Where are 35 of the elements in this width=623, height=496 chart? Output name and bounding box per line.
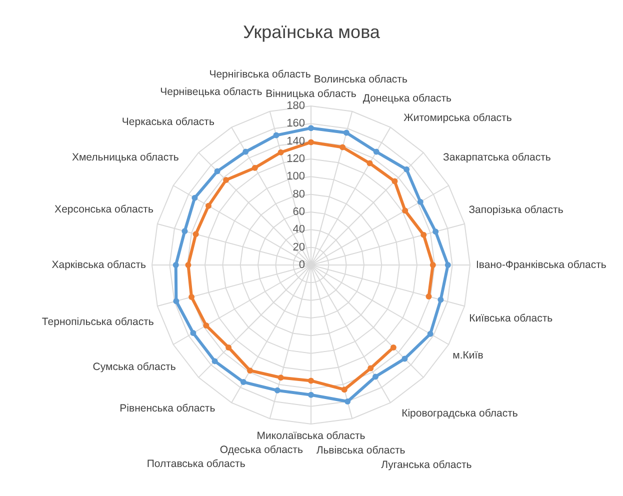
y-tick-label: 180	[286, 100, 305, 112]
spoke-label: Харківська область	[52, 258, 147, 271]
spoke-label: Хмельницька область	[72, 152, 180, 164]
spoke-label: Львівська область	[316, 444, 406, 457]
y-tick-label: 120	[286, 153, 305, 166]
spoke-label: Кіровоградська область	[402, 408, 518, 420]
spoke-label: Сумська область	[92, 360, 176, 373]
y-tick-label: 60	[292, 206, 305, 218]
spoke-label: Полтавська область	[146, 458, 246, 470]
y-tick-label: 160	[286, 118, 305, 130]
spoke-label: Рівненська область	[120, 402, 216, 414]
spoke-label: Закарпатська область	[443, 152, 552, 164]
spoke-label: Донецька область	[362, 92, 452, 104]
spoke-label: Луганська область	[381, 458, 472, 471]
spoke-label: Київська область	[469, 312, 554, 324]
spoke-label: Івано-Франківська область	[476, 258, 607, 271]
y-tick-label: 100	[286, 170, 305, 183]
chart-title: Українська мова	[243, 22, 381, 42]
spoke-label: Волинська область	[314, 74, 408, 86]
y-tick-label: 80	[292, 188, 305, 200]
spoke-label: Тернопільська область	[42, 316, 154, 328]
spoke-label: Чернівецька область	[160, 86, 263, 98]
spoke-label: Чернігівська область	[209, 68, 312, 81]
y-tick-label: 0	[298, 259, 305, 272]
spoke-label: Одеська область	[220, 444, 304, 456]
y-tick-label: 140	[286, 135, 305, 148]
y-tick-label: 20	[292, 241, 305, 254]
spoke-label: м.Київ	[452, 350, 484, 362]
spoke-label: Житомирська область	[404, 112, 512, 124]
spoke-label: Вінницька область	[266, 88, 357, 100]
y-tick-label: 40	[292, 224, 305, 236]
spoke-label: Херсонська область	[54, 203, 154, 216]
spoke-label: Черкаська область	[122, 116, 215, 128]
spoke-label: Запорізька область	[468, 204, 564, 216]
spoke-label: Миколаївська область	[256, 430, 366, 442]
